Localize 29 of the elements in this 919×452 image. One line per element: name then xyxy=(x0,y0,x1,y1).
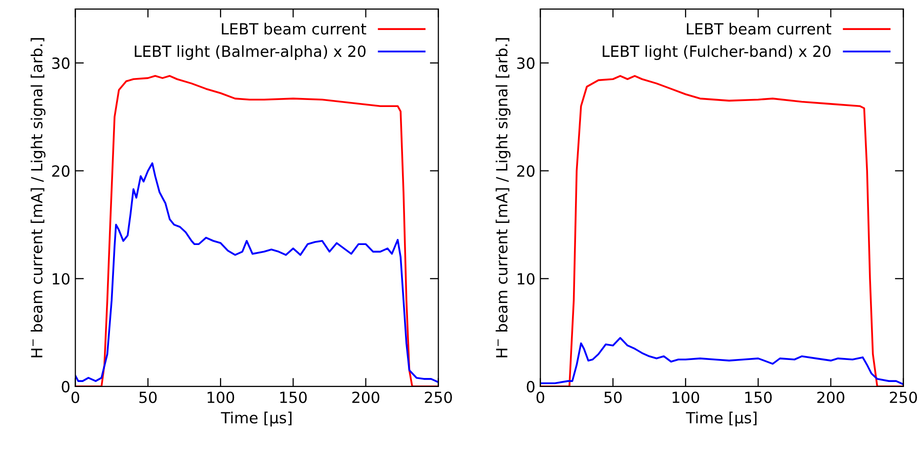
x-tick-label: 100 xyxy=(672,392,700,404)
legend-label: LEBT beam current xyxy=(222,22,366,35)
x-tick-label: 250 xyxy=(890,392,917,404)
y-tick-label: 30 xyxy=(517,57,534,69)
x-tick-label: 250 xyxy=(424,392,452,404)
y-tick-label: 30 xyxy=(52,57,70,69)
y-tick-label: 20 xyxy=(52,165,70,177)
legend-label: LEBT light (Balmer-alpha) x 20 xyxy=(134,45,366,60)
x-tick-label: 150 xyxy=(280,392,307,404)
y-tick-label: 10 xyxy=(52,273,70,285)
x-tick-label: 100 xyxy=(208,392,234,404)
x-tick-label: 200 xyxy=(817,392,844,404)
y-tick-label: 0 xyxy=(526,380,534,392)
x-tick-label: 150 xyxy=(745,392,772,404)
y-axis-title: H$^{−}$ beam current [mA] / Light signal [arb.] xyxy=(496,38,510,358)
line-series xyxy=(75,162,438,384)
x-tick-label: 50 xyxy=(139,392,157,404)
x-axis-title: Time [μs] xyxy=(220,412,292,426)
x-axis-title: Time [μs] xyxy=(686,412,756,426)
x-tick-label: 0 xyxy=(72,392,80,404)
x-tick-label: 0 xyxy=(536,392,544,404)
x-tick-label: 50 xyxy=(604,392,622,404)
y-axis-title: H$^{−}$ beam current [mA] / Light signal [arb.] xyxy=(30,38,46,358)
x-tick-label: 200 xyxy=(352,392,380,404)
y-tick-label: 10 xyxy=(518,273,534,285)
y-tick-label: 20 xyxy=(517,165,534,177)
legend-label: LEBT light (Fulcher-band) x 20 xyxy=(602,45,831,60)
legend-label: LEBT beam current xyxy=(686,22,832,35)
y-tick-label: 0 xyxy=(62,380,70,392)
